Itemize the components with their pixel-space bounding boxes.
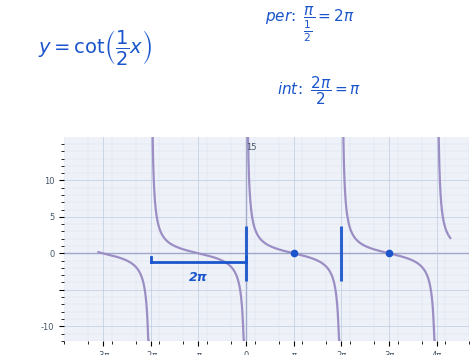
Text: 2π: 2π — [189, 271, 208, 284]
Text: 15: 15 — [246, 143, 256, 152]
Text: 8:16 AM: 8:16 AM — [224, 129, 250, 134]
Text: iPad ☱: iPad ☱ — [9, 129, 30, 134]
Text: 80% █: 80% █ — [442, 129, 460, 135]
Text: $y = \cot\!\left(\dfrac{1}{2}x\right)$: $y = \cot\!\left(\dfrac{1}{2}x\right)$ — [38, 28, 152, 67]
Text: $per\!:\ \dfrac{\pi}{\frac{1}{2}} = 2\pi$: $per\!:\ \dfrac{\pi}{\frac{1}{2}} = 2\pi… — [265, 5, 356, 44]
Text: $int\!:\ \dfrac{2\pi}{2} = \pi$: $int\!:\ \dfrac{2\pi}{2} = \pi$ — [277, 74, 362, 107]
